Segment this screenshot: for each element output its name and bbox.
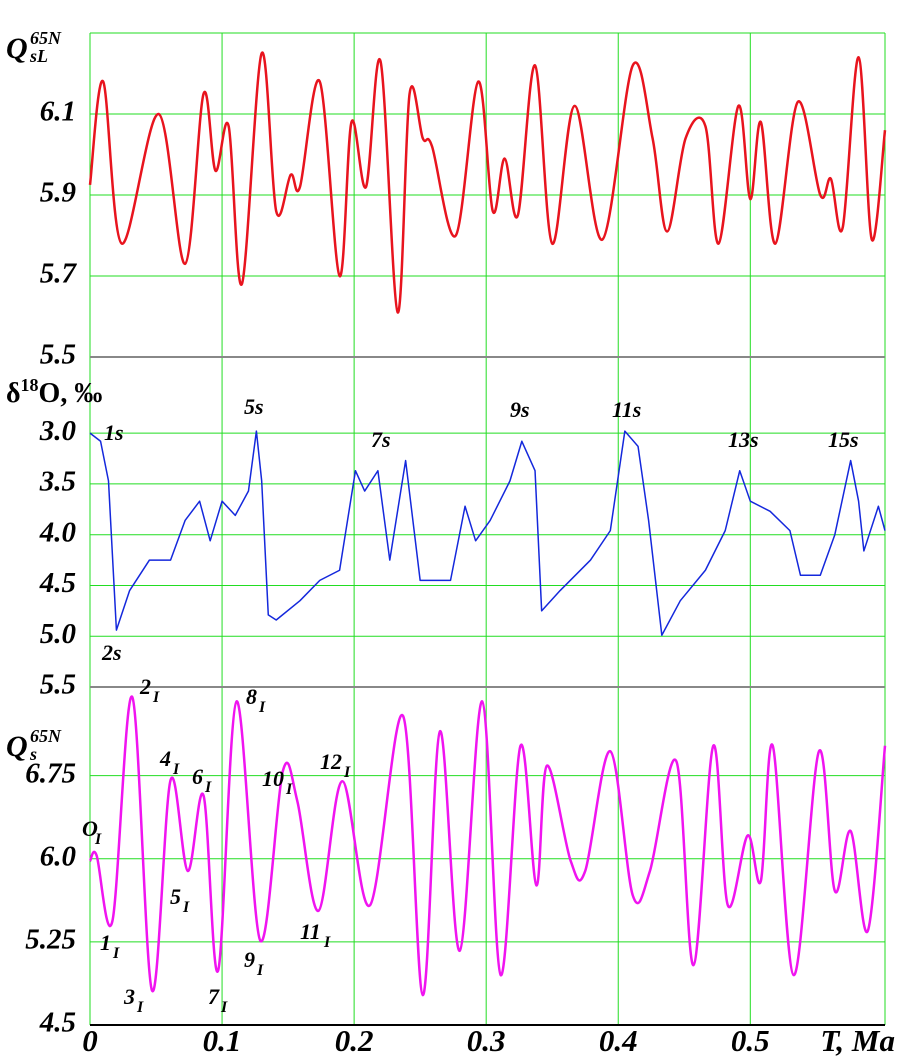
data-line: [88, 695, 887, 997]
annotation: 15s: [828, 427, 859, 452]
x-tick-label: 0.5: [731, 1023, 770, 1058]
x-tick-label: 0.3: [467, 1023, 506, 1058]
y-tick-label: 3.5: [39, 466, 76, 498]
x-tick-label: 0.4: [599, 1023, 638, 1058]
annotation-sub: I: [94, 831, 102, 848]
y-tick-label: 5.9: [40, 177, 76, 209]
y-tick-label: 4.5: [39, 567, 76, 599]
y-axis-label-sup: 65N: [30, 28, 62, 48]
y-axis-label: Q: [6, 730, 28, 763]
annotation: 12: [320, 749, 342, 774]
data-line: [88, 51, 887, 314]
annotation: 9: [244, 947, 255, 972]
annotation: 11s: [612, 397, 641, 422]
annotation: 2s: [101, 640, 122, 665]
annotation-sub: I: [172, 761, 180, 778]
x-tick-label: 0: [82, 1023, 98, 1058]
annotation-sub: I: [204, 779, 212, 796]
label-part: O, ‰: [39, 378, 103, 409]
x-axis-label: T, Ma: [820, 1023, 895, 1058]
annotation: 6: [192, 764, 203, 789]
annotation: 1: [100, 930, 111, 955]
annotation: 9s: [510, 397, 530, 422]
annotation-sub: I: [220, 999, 228, 1016]
annotation: 1s: [104, 420, 124, 445]
x-tick-label: 0.2: [335, 1023, 374, 1058]
annotation-sub: I: [152, 689, 160, 706]
data-line: [89, 430, 886, 636]
y-axis-label: δ18O, ‰: [6, 375, 102, 409]
label-part: 18: [21, 375, 39, 395]
y-tick-label: 5.0: [40, 618, 76, 650]
y-axis-label-sub: s: [29, 744, 37, 764]
y-tick-label: 5.5: [40, 669, 76, 701]
annotation: 2: [139, 674, 151, 699]
x-tick-label: 0.1: [203, 1023, 242, 1058]
annotation-sub: I: [258, 699, 266, 716]
y-axis-label-sub: sL: [29, 46, 48, 66]
annotation-sub: I: [256, 962, 264, 979]
y-axis-label-sup: 65N: [30, 726, 62, 746]
annotation-sub: I: [112, 945, 120, 962]
annotation-sub: I: [182, 899, 190, 916]
annotation: 5s: [244, 394, 264, 419]
y-tick-label: 5.7: [40, 258, 78, 290]
annotation: 3: [123, 984, 135, 1009]
annotation: 5: [170, 884, 181, 909]
annotation-sub: I: [136, 999, 144, 1016]
y-tick-label: 5.5: [40, 339, 76, 371]
y-tick-label: 6.75: [25, 757, 76, 789]
y-tick-label: 4.5: [39, 1007, 76, 1039]
y-tick-label: 3.0: [39, 415, 76, 447]
annotation: 13s: [728, 427, 759, 452]
annotation: 11: [300, 919, 321, 944]
y-tick-label: 6.0: [40, 840, 76, 872]
y-tick-label: 6.1: [40, 96, 76, 128]
y-tick-label: 4.0: [39, 516, 76, 548]
y-axis-label: Q: [6, 32, 28, 65]
annotation: 10: [262, 766, 284, 791]
annotation: 7s: [371, 427, 391, 452]
annotation: 4: [159, 746, 171, 771]
annotation: 8: [246, 684, 257, 709]
label-part: δ: [6, 378, 21, 409]
annotation-sub: I: [323, 934, 331, 951]
annotation-sub: I: [285, 781, 293, 798]
y-tick-label: 5.25: [25, 924, 76, 956]
annotation: O: [82, 816, 98, 841]
annotation: 7: [208, 984, 220, 1009]
annotation-sub: I: [343, 764, 351, 781]
